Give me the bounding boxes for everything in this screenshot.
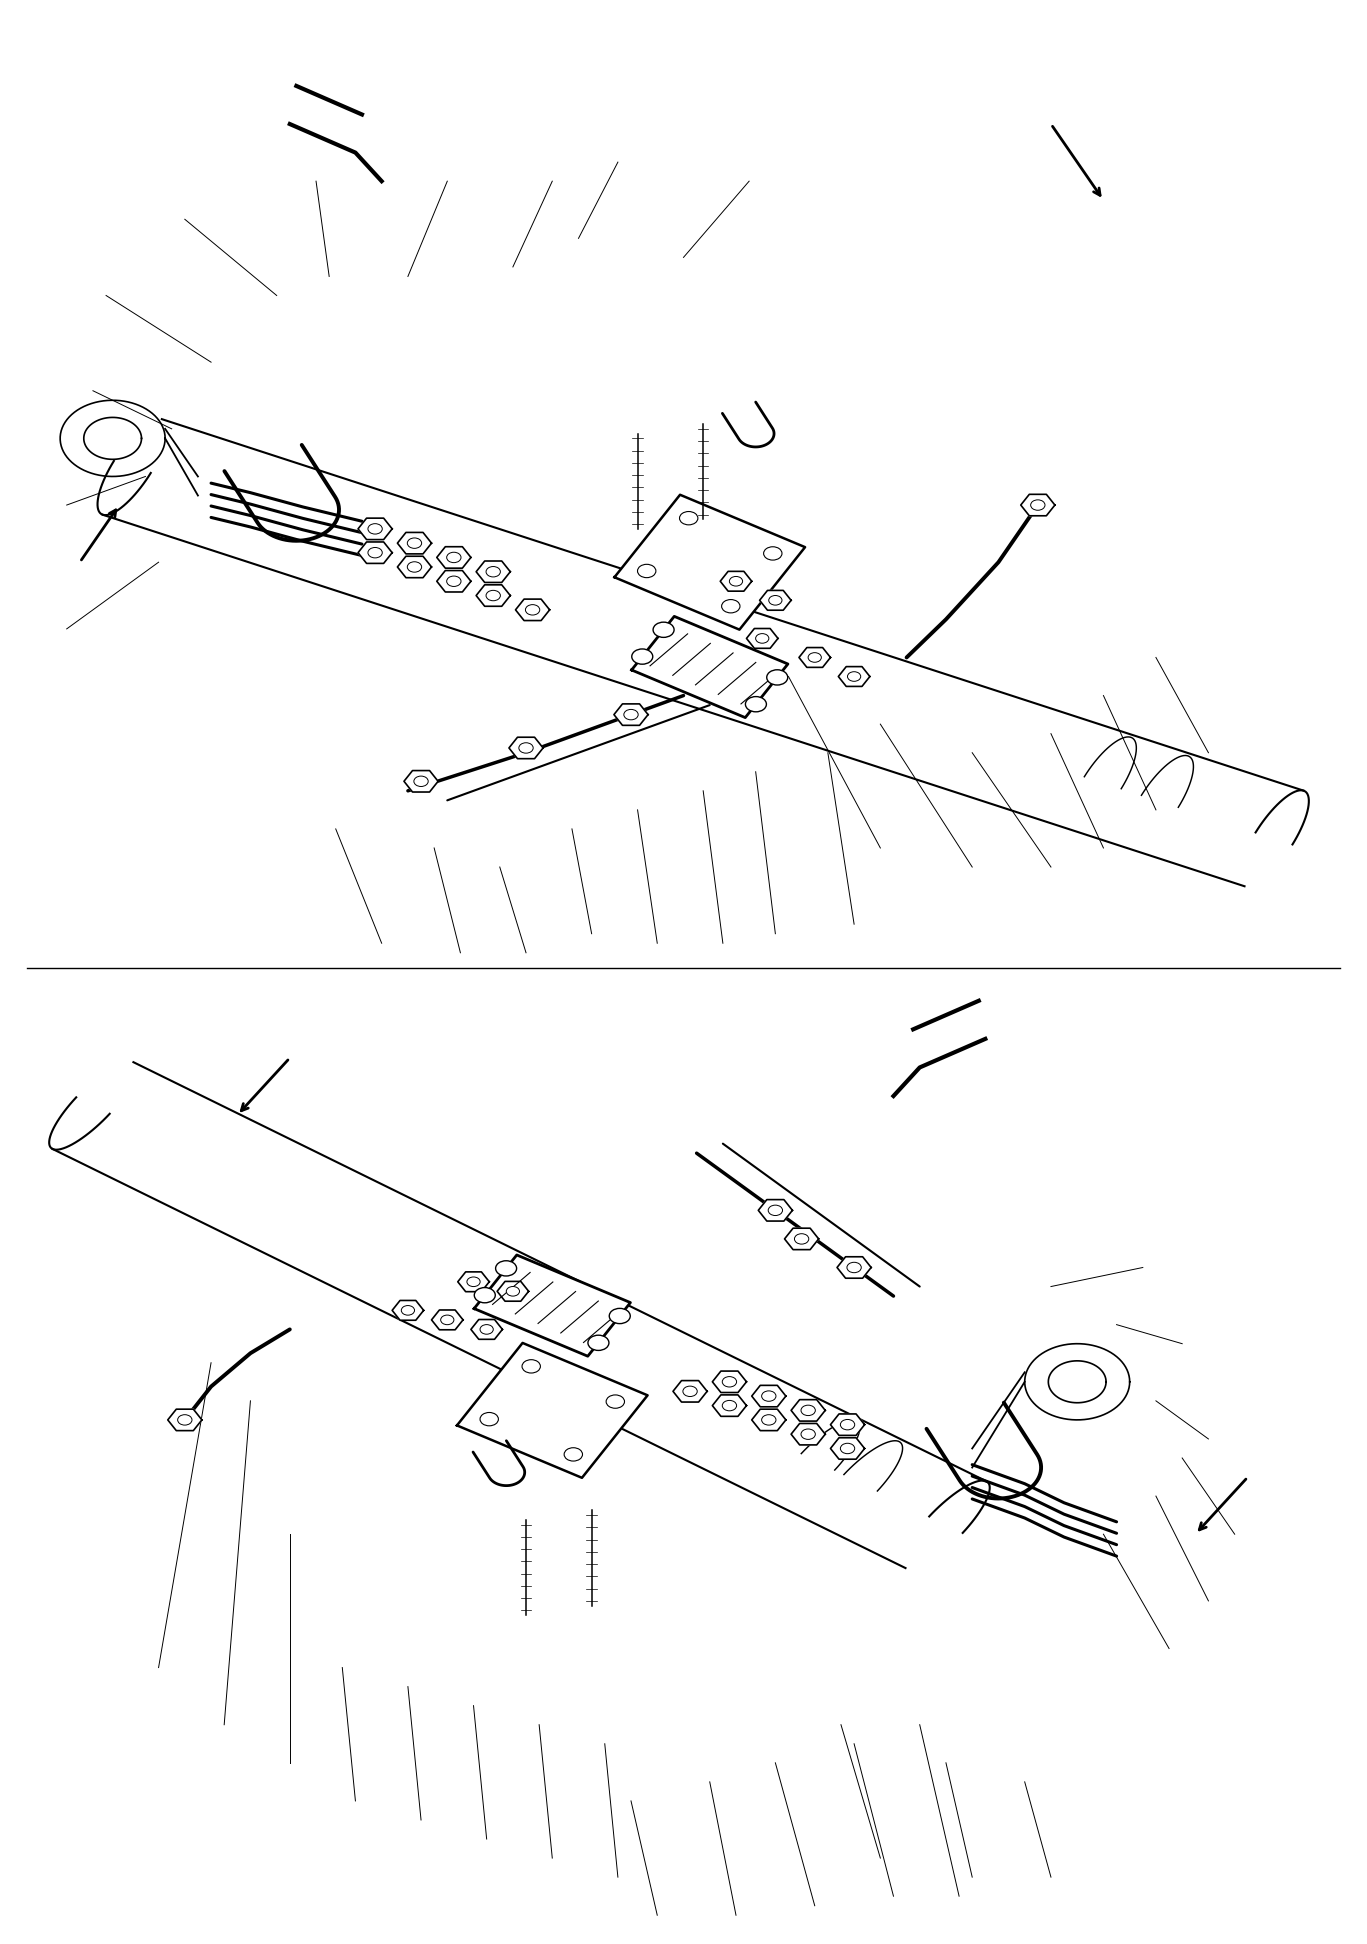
Circle shape — [496, 1262, 517, 1275]
Polygon shape — [437, 570, 470, 593]
Polygon shape — [358, 519, 392, 540]
Polygon shape — [785, 1229, 819, 1250]
Circle shape — [178, 1415, 191, 1425]
Circle shape — [761, 1390, 776, 1402]
Polygon shape — [509, 737, 543, 758]
Circle shape — [447, 552, 461, 562]
Circle shape — [487, 566, 500, 577]
Polygon shape — [614, 704, 648, 725]
Polygon shape — [474, 1256, 630, 1357]
Circle shape — [841, 1442, 854, 1454]
Polygon shape — [458, 1271, 489, 1291]
Polygon shape — [614, 496, 805, 630]
Polygon shape — [432, 1310, 463, 1330]
Circle shape — [519, 743, 533, 752]
Circle shape — [848, 1262, 861, 1273]
Polygon shape — [457, 1343, 648, 1477]
Circle shape — [808, 653, 822, 663]
Circle shape — [756, 634, 768, 643]
Polygon shape — [712, 1371, 746, 1392]
Polygon shape — [831, 1413, 864, 1435]
Circle shape — [368, 548, 383, 558]
Circle shape — [730, 577, 742, 585]
Polygon shape — [470, 1320, 503, 1339]
Circle shape — [506, 1287, 519, 1297]
Polygon shape — [437, 546, 470, 568]
Circle shape — [761, 1415, 776, 1425]
Polygon shape — [759, 1199, 793, 1221]
Circle shape — [368, 523, 383, 535]
Polygon shape — [831, 1439, 864, 1460]
Circle shape — [801, 1406, 815, 1415]
Circle shape — [1031, 500, 1044, 509]
Circle shape — [684, 1386, 697, 1396]
Polygon shape — [392, 1301, 424, 1320]
Circle shape — [407, 538, 421, 548]
Circle shape — [447, 575, 461, 587]
Polygon shape — [498, 1281, 529, 1301]
Polygon shape — [798, 647, 831, 667]
Circle shape — [848, 673, 861, 680]
Polygon shape — [358, 542, 392, 564]
Polygon shape — [398, 533, 432, 554]
Circle shape — [487, 591, 500, 601]
Circle shape — [767, 671, 787, 684]
Circle shape — [407, 562, 421, 572]
Polygon shape — [168, 1409, 202, 1431]
Circle shape — [525, 605, 540, 614]
Circle shape — [745, 696, 767, 712]
Circle shape — [480, 1324, 493, 1334]
Circle shape — [768, 1205, 782, 1215]
Circle shape — [722, 1376, 737, 1386]
Polygon shape — [673, 1380, 707, 1402]
Circle shape — [474, 1287, 495, 1302]
Polygon shape — [752, 1386, 786, 1407]
Circle shape — [768, 595, 782, 605]
Polygon shape — [405, 770, 437, 791]
Circle shape — [402, 1306, 414, 1316]
Circle shape — [610, 1308, 630, 1324]
Circle shape — [722, 1400, 737, 1411]
Circle shape — [468, 1277, 480, 1287]
Polygon shape — [712, 1396, 746, 1417]
Circle shape — [588, 1336, 608, 1351]
Circle shape — [440, 1314, 454, 1324]
Polygon shape — [760, 591, 791, 610]
Polygon shape — [791, 1423, 826, 1444]
Polygon shape — [476, 562, 510, 583]
Polygon shape — [752, 1409, 786, 1431]
Circle shape — [653, 622, 674, 638]
Circle shape — [841, 1419, 854, 1431]
Polygon shape — [398, 556, 432, 577]
Circle shape — [801, 1429, 815, 1439]
Polygon shape — [746, 628, 778, 647]
Polygon shape — [838, 667, 869, 686]
Polygon shape — [720, 572, 752, 591]
Polygon shape — [1021, 494, 1055, 515]
Polygon shape — [632, 616, 787, 717]
Circle shape — [632, 649, 653, 665]
Polygon shape — [515, 599, 550, 620]
Polygon shape — [791, 1400, 826, 1421]
Circle shape — [414, 776, 428, 787]
Polygon shape — [476, 585, 510, 607]
Polygon shape — [837, 1256, 871, 1279]
Circle shape — [623, 710, 638, 719]
Circle shape — [794, 1234, 809, 1244]
